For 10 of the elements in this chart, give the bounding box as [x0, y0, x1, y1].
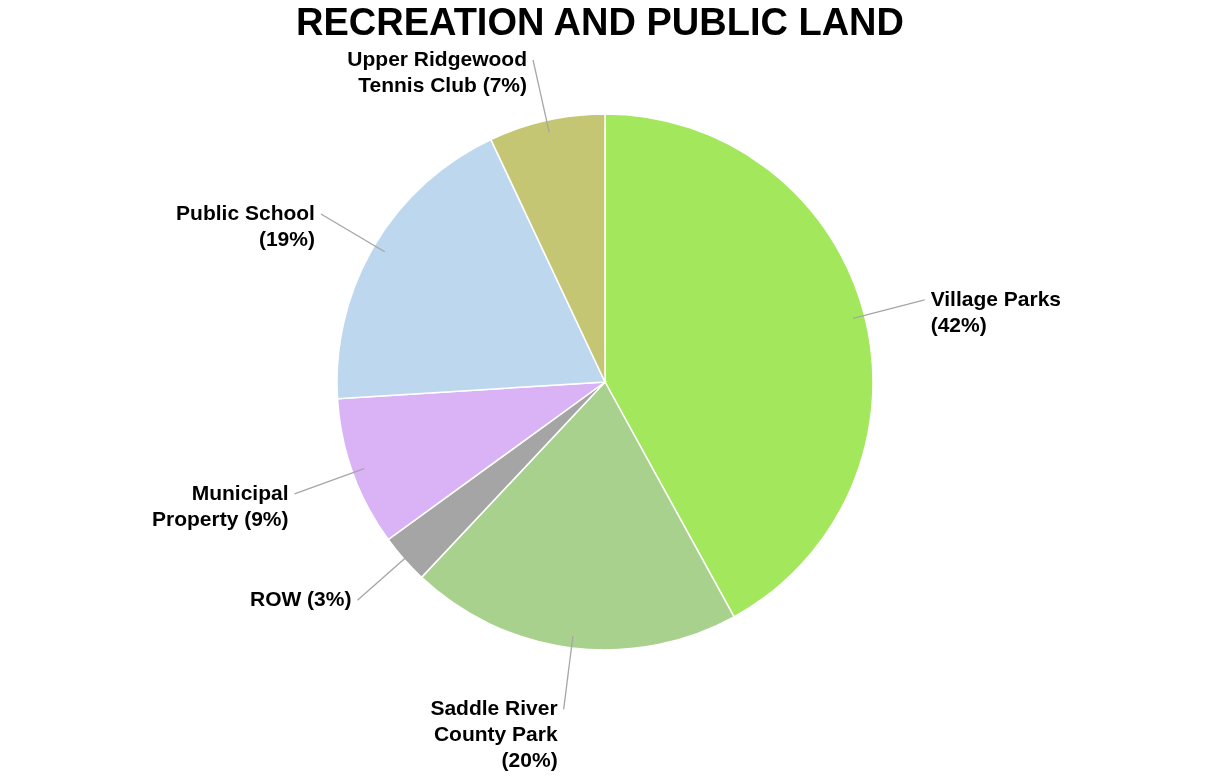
data-label: (19%) — [258, 227, 315, 251]
data-label: (20%) — [501, 748, 558, 772]
slice-label: Saddle River County Park — [430, 696, 558, 746]
slice-label: ROW (3%) — [249, 587, 352, 611]
slice-label: Upper Ridgewood Tennis Club (7%) — [347, 46, 528, 96]
data-label: (42%) — [930, 312, 987, 336]
slice-label: Village Parks — [930, 286, 1062, 310]
slice-label: Municipal Property (9%) — [151, 480, 289, 530]
chart-title: RECREATION AND PUBLIC LAND — [296, 1, 904, 43]
slice-label: Public School — [176, 201, 315, 225]
